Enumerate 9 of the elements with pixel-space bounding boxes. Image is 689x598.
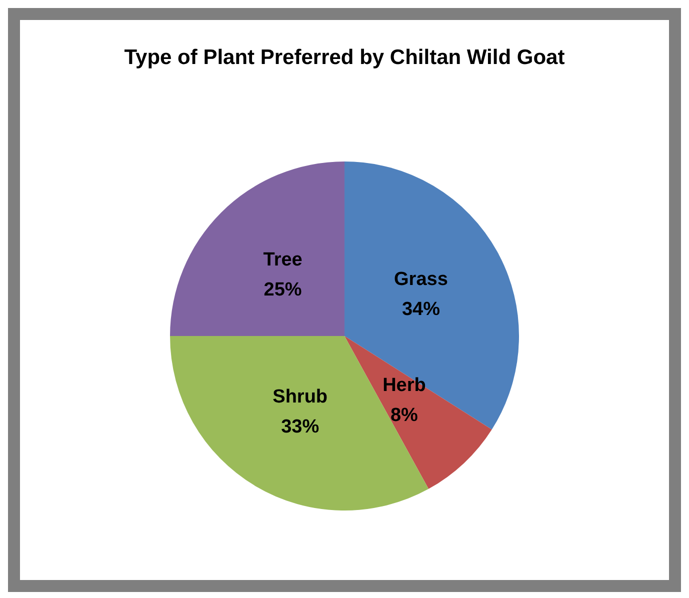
slice-label: Grass <box>394 269 448 290</box>
data-label: 25% <box>264 280 302 301</box>
slice-label: Tree <box>263 250 302 271</box>
data-label: 33% <box>281 416 320 438</box>
chart-title: Type of Plant Preferred by Chiltan Wild Goat <box>123 46 566 71</box>
data-label: 34% <box>402 299 440 320</box>
slice-label: Herb <box>382 374 426 396</box>
data-label: 8% <box>390 404 418 426</box>
slice-label: Shrub <box>272 386 328 408</box>
